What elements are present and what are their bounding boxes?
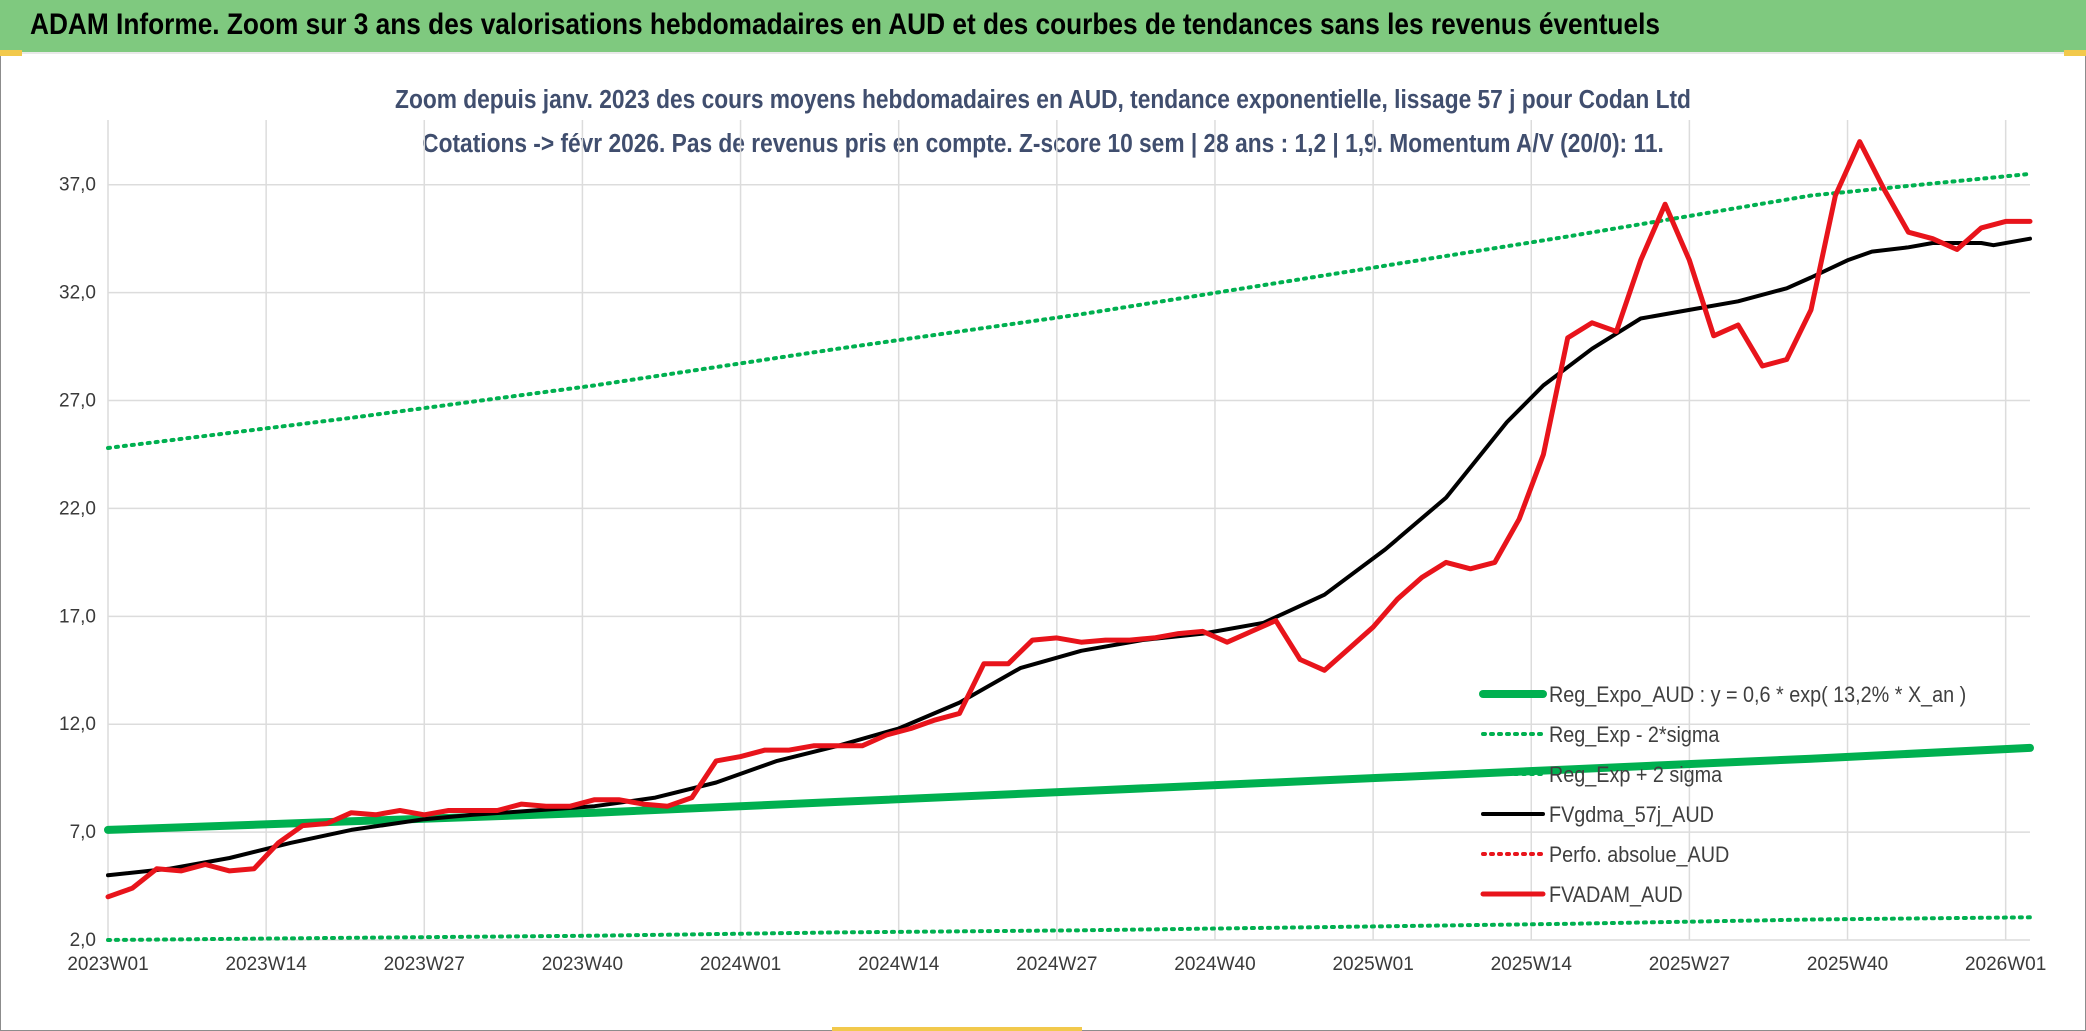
legend: Reg_Expo_AUD : y = 0,6 * exp( 13,2% * X_… <box>1479 683 1966 907</box>
banner-tab-right <box>2064 50 2086 56</box>
banner-tab-left <box>0 50 22 56</box>
y-tick-label: 12,0 <box>59 714 96 735</box>
legend-label: Reg_Expo_AUD : y = 0,6 * exp( 13,2% * X_… <box>1549 683 1966 707</box>
series-line-3 <box>106 236 2032 878</box>
legend-label: FVgdma_57j_AUD <box>1549 803 1714 827</box>
series-line-1 <box>106 915 2032 942</box>
x-tick-label: 2023W27 <box>384 954 465 975</box>
banner-title: ADAM Informe. Zoom sur 3 ans des valoris… <box>30 8 1660 41</box>
y-tick-label: 27,0 <box>59 391 96 412</box>
series-lines <box>104 139 2034 942</box>
legend-label: Reg_Exp - 2*sigma <box>1549 723 1720 747</box>
legend-label: FVADAM_AUD <box>1549 883 1683 907</box>
x-tick-label: 2023W01 <box>67 954 148 975</box>
x-tick-label: 2025W14 <box>1491 954 1573 975</box>
bottom-tab <box>832 1027 1082 1031</box>
y-tick-label: 37,0 <box>59 175 96 196</box>
x-tick-label: 2023W40 <box>542 954 623 975</box>
x-tick-label: 2024W40 <box>1174 954 1255 975</box>
series-line-0 <box>104 743 2034 834</box>
y-tick-label: 22,0 <box>59 498 96 519</box>
y-tick-label: 7,0 <box>70 822 96 843</box>
x-tick-label: 2024W27 <box>1016 954 1097 975</box>
x-tick-label: 2025W01 <box>1332 954 1413 975</box>
y-tick-labels: 2,0 7,0 12,0 17,0 22,0 27,0 32,0 37,0 <box>59 175 96 951</box>
y-tick-label: 2,0 <box>70 930 96 951</box>
x-tick-label: 2026W01 <box>1965 954 2046 975</box>
x-tick-label: 2025W40 <box>1807 954 1888 975</box>
series-line-5 <box>105 139 2033 900</box>
title-banner: ADAM Informe. Zoom sur 3 ans des valoris… <box>0 0 2086 54</box>
chart-subtitle-1: Zoom depuis janv. 2023 des cours moyens … <box>395 86 1691 115</box>
y-tick-label: 17,0 <box>59 606 96 627</box>
chart-subtitle-2: Cotations -> févr 2026. Pas de revenus p… <box>422 130 1664 159</box>
x-tick-label: 2023W14 <box>225 954 307 975</box>
y-tick-label: 32,0 <box>59 283 96 304</box>
series-line-2 <box>106 171 2032 450</box>
x-tick-labels: 2023W01 2023W14 2023W27 2023W40 2024W01 2024W… <box>67 954 2046 975</box>
x-tick-label: 2025W27 <box>1649 954 1730 975</box>
x-tick-label: 2024W01 <box>700 954 781 975</box>
legend-label: Perfo. absolue_AUD <box>1549 843 1729 867</box>
legend-label: Reg_Exp + 2 sigma <box>1549 763 1723 787</box>
x-tick-label: 2024W14 <box>858 954 940 975</box>
